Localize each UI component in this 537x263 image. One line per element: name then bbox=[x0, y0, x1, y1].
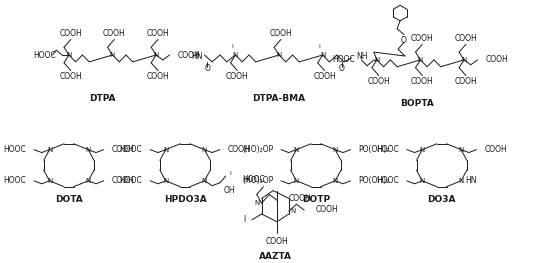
Text: COOH: COOH bbox=[112, 145, 134, 154]
Text: N: N bbox=[202, 147, 207, 153]
Text: N: N bbox=[85, 178, 91, 184]
Text: N: N bbox=[294, 147, 299, 153]
Text: N: N bbox=[420, 178, 425, 184]
Text: AAZTA: AAZTA bbox=[259, 252, 292, 261]
Text: COOH: COOH bbox=[289, 194, 311, 203]
Text: N: N bbox=[461, 57, 467, 63]
Text: COOH: COOH bbox=[60, 72, 82, 81]
Text: COOH: COOH bbox=[454, 34, 477, 43]
Text: OH: OH bbox=[224, 186, 235, 195]
Text: HOOC: HOOC bbox=[376, 176, 399, 185]
Text: O: O bbox=[205, 64, 211, 73]
Text: O: O bbox=[339, 64, 345, 73]
Text: DTPA-BMA: DTPA-BMA bbox=[252, 94, 306, 103]
Text: COOH: COOH bbox=[270, 29, 292, 38]
Text: NH: NH bbox=[357, 52, 368, 60]
Text: COOH: COOH bbox=[60, 29, 82, 38]
Text: N: N bbox=[163, 147, 168, 153]
Text: N: N bbox=[233, 52, 238, 58]
Text: COOH: COOH bbox=[485, 55, 508, 64]
Text: DO3A: DO3A bbox=[427, 195, 456, 204]
Text: N: N bbox=[47, 178, 52, 184]
Text: I: I bbox=[230, 170, 231, 175]
Text: N: N bbox=[66, 52, 71, 58]
Text: COOH: COOH bbox=[228, 145, 250, 154]
Text: COOH: COOH bbox=[367, 77, 390, 86]
Text: N: N bbox=[110, 52, 115, 58]
Text: COOH: COOH bbox=[313, 72, 336, 81]
Text: N: N bbox=[255, 200, 259, 206]
Text: N: N bbox=[277, 52, 281, 58]
Text: N: N bbox=[420, 147, 425, 153]
Text: COOH: COOH bbox=[411, 77, 434, 86]
Text: I: I bbox=[231, 44, 234, 49]
Text: (HO)₂OP: (HO)₂OP bbox=[242, 145, 273, 154]
Text: N: N bbox=[47, 147, 52, 153]
Text: N: N bbox=[294, 178, 299, 184]
Text: N: N bbox=[154, 52, 158, 58]
Text: N: N bbox=[291, 208, 296, 214]
Text: DOTP: DOTP bbox=[302, 195, 330, 204]
Text: HPDO3A: HPDO3A bbox=[164, 195, 206, 204]
Text: I: I bbox=[319, 44, 321, 49]
Text: HOOC: HOOC bbox=[33, 50, 56, 59]
Text: DTPA: DTPA bbox=[90, 94, 116, 103]
Text: I: I bbox=[196, 50, 198, 55]
Text: N: N bbox=[332, 178, 338, 184]
Text: COOH: COOH bbox=[454, 77, 477, 86]
Text: HOOC: HOOC bbox=[120, 145, 142, 154]
Text: HOOC: HOOC bbox=[4, 176, 26, 185]
Text: HN: HN bbox=[465, 176, 476, 185]
Text: PO(OH)₂: PO(OH)₂ bbox=[358, 145, 390, 154]
Text: HOOC: HOOC bbox=[242, 175, 265, 184]
Text: N: N bbox=[374, 57, 380, 63]
Text: O: O bbox=[401, 36, 407, 45]
Text: PO(OH)₂: PO(OH)₂ bbox=[358, 176, 390, 185]
Text: N: N bbox=[332, 147, 338, 153]
Text: HN: HN bbox=[191, 52, 202, 60]
Text: COOH: COOH bbox=[316, 205, 338, 214]
Text: HOOC: HOOC bbox=[4, 145, 26, 154]
Text: N: N bbox=[202, 178, 207, 184]
Text: N: N bbox=[459, 178, 463, 184]
Text: BOPTA: BOPTA bbox=[401, 99, 434, 108]
Text: HOOC: HOOC bbox=[332, 55, 354, 64]
Text: COOH: COOH bbox=[226, 72, 249, 81]
Text: COOH: COOH bbox=[147, 72, 169, 81]
Text: HOOC: HOOC bbox=[376, 145, 399, 154]
Text: COOH: COOH bbox=[103, 29, 126, 38]
Text: COOH: COOH bbox=[147, 29, 169, 38]
Text: I: I bbox=[243, 215, 245, 224]
Text: N: N bbox=[320, 52, 325, 58]
Text: (HO)₂OP: (HO)₂OP bbox=[242, 176, 273, 185]
Text: COOH: COOH bbox=[484, 145, 507, 154]
Text: COOH: COOH bbox=[411, 34, 434, 43]
Text: HOOC: HOOC bbox=[120, 176, 142, 185]
Text: DOTA: DOTA bbox=[55, 195, 83, 204]
Text: N: N bbox=[163, 178, 168, 184]
Text: COOH: COOH bbox=[266, 237, 288, 246]
Text: N: N bbox=[459, 147, 463, 153]
Text: N: N bbox=[418, 57, 423, 63]
Text: COOH: COOH bbox=[177, 50, 200, 59]
Text: N: N bbox=[85, 147, 91, 153]
Text: COOH: COOH bbox=[112, 176, 134, 185]
